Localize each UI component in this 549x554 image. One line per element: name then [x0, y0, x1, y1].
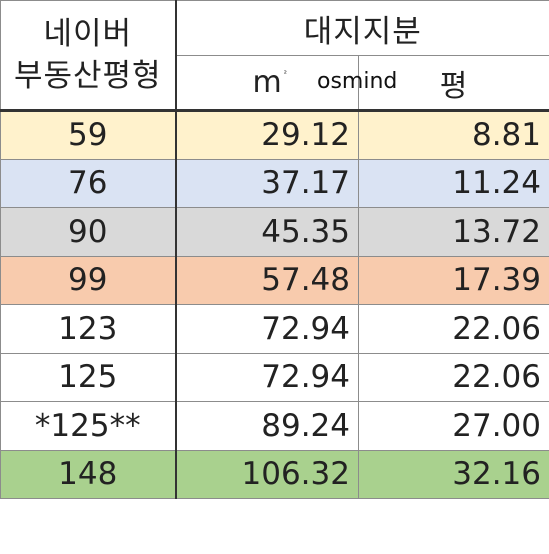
- m2-cell: 45.35: [175, 207, 359, 257]
- pyeong-cell: 22.06: [358, 352, 549, 402]
- pyeong-cell: 13.72: [358, 207, 549, 257]
- size-type-cell: 99: [0, 255, 177, 305]
- table-row: 125 72.94 22.06: [0, 352, 549, 402]
- size-type-cell: 76: [0, 158, 177, 208]
- pyeong-cell: 8.81: [358, 110, 549, 160]
- m2-cell: 57.48: [175, 255, 359, 305]
- table-row: 148 106.32 32.16: [0, 449, 549, 499]
- size-type-cell: *125**: [0, 401, 177, 451]
- pyeong-cell: 27.00: [358, 401, 549, 451]
- size-type-cell: 125: [0, 352, 177, 402]
- m2-cell: 72.94: [175, 304, 359, 354]
- table-row: 76 37.17 11.24: [0, 158, 549, 208]
- m2-cell: 37.17: [175, 158, 359, 208]
- pyeong-cell: 22.06: [358, 304, 549, 354]
- naver-size-header: 네이버 부동산평형: [0, 0, 177, 112]
- land-share-table: 네이버 부동산평형 대지지분 m² 평 59 29.12 8.81 76 37.…: [0, 0, 549, 499]
- m2-cell: 89.24: [175, 401, 359, 451]
- size-type-cell: 148: [0, 449, 177, 499]
- m2-column-header: m²: [175, 55, 359, 112]
- m2-unit-label: m: [252, 65, 283, 100]
- pyeong-cell: 11.24: [358, 158, 549, 208]
- size-type-cell: 123: [0, 304, 177, 354]
- table-row: 59 29.12 8.81: [0, 110, 549, 160]
- table-row: 99 57.48 17.39: [0, 255, 549, 305]
- table-row: 123 72.94 22.06: [0, 304, 549, 354]
- naver-size-header-line2: 부동산평형: [13, 58, 162, 94]
- table-row: *125** 89.24 27.00: [0, 401, 549, 451]
- m2-unit-superscript: ²: [283, 69, 288, 78]
- size-type-cell: 59: [0, 110, 177, 160]
- size-type-cell: 90: [0, 207, 177, 257]
- table-row: 90 45.35 13.72: [0, 207, 549, 257]
- pyeong-cell: 32.16: [358, 449, 549, 499]
- m2-cell: 29.12: [175, 110, 359, 160]
- pyeong-column-header: 평: [358, 55, 549, 112]
- naver-size-header-line1: 네이버: [43, 16, 133, 52]
- land-share-header: 대지지분: [175, 0, 549, 56]
- watermark-text: osmind: [317, 69, 398, 94]
- m2-cell: 106.32: [175, 449, 359, 499]
- m2-cell: 72.94: [175, 352, 359, 402]
- pyeong-cell: 17.39: [358, 255, 549, 305]
